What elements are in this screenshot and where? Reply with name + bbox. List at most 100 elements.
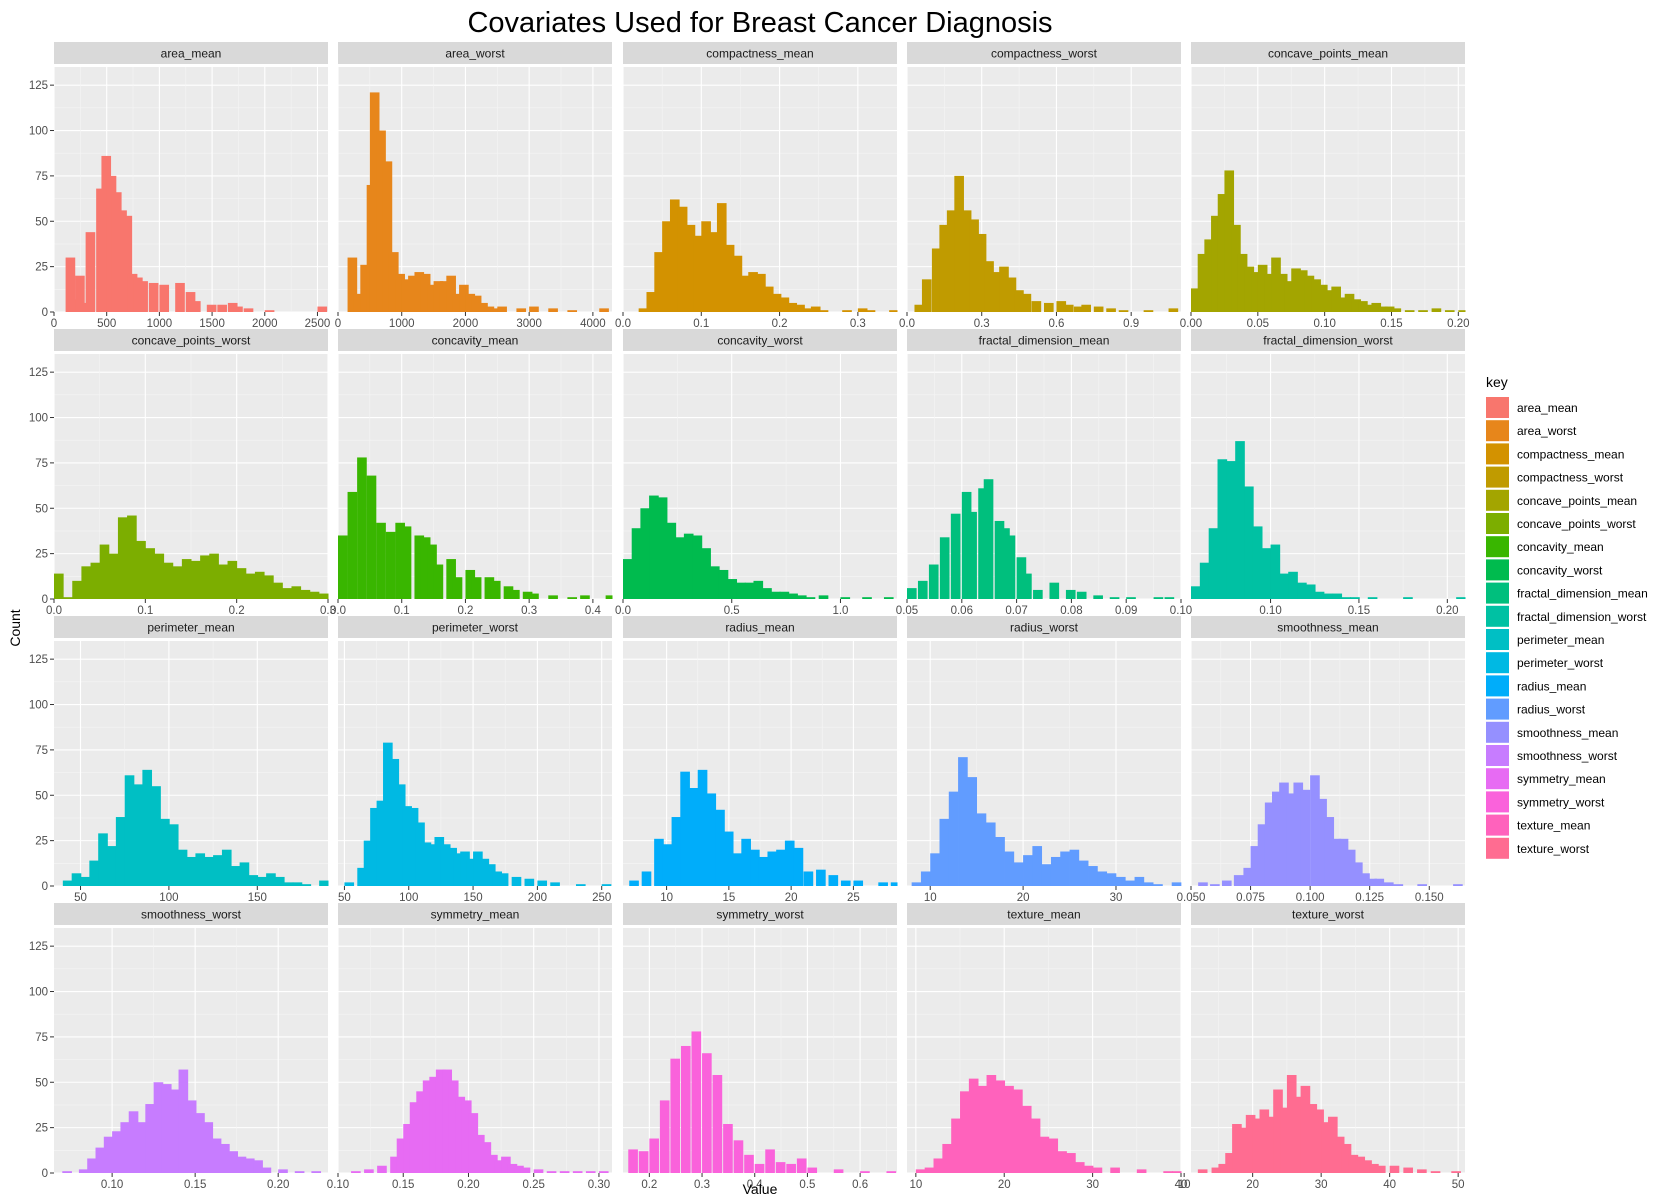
histogram-bar: [206, 304, 217, 312]
histogram-bar: [1235, 441, 1245, 599]
histogram-bar: [344, 882, 355, 886]
histogram-bar: [318, 593, 329, 599]
histogram-bar: [1014, 290, 1024, 312]
legend-key-swatch: [1486, 582, 1509, 604]
histogram-bar: [960, 1091, 970, 1173]
histogram-bar: [1197, 253, 1208, 312]
x-tick-label: 0.15: [184, 1179, 206, 1191]
x-tick-label: 10: [1178, 1179, 1191, 1191]
histogram-bar: [1355, 1156, 1366, 1173]
histogram-bar: [878, 882, 888, 886]
histogram-bar: [1371, 302, 1382, 312]
histogram-bar: [218, 564, 229, 599]
histogram-bars: [629, 769, 898, 886]
histogram-bars: [351, 1069, 609, 1173]
histogram-bar: [520, 1167, 531, 1173]
histogram-bar: [440, 844, 451, 886]
y-tick-label: 125: [29, 654, 48, 666]
histogram-bar: [204, 856, 214, 886]
histogram-bar: [1056, 301, 1067, 312]
histogram-bar: [433, 281, 444, 312]
x-tick-label: 0: [335, 318, 341, 330]
legend-key-swatch: [1486, 489, 1509, 511]
histogram-bar: [1004, 1085, 1014, 1173]
histogram-bar: [1232, 1124, 1242, 1173]
histogram-bar: [1074, 1162, 1085, 1173]
histogram-bar: [1344, 293, 1355, 312]
x-tick-label: 0.5: [724, 605, 740, 617]
facet-strip-label: area_worst: [445, 47, 505, 61]
histogram-bar: [195, 1113, 205, 1173]
x-tick-label: 30: [1086, 1179, 1099, 1191]
histogram-bar: [1083, 1165, 1094, 1173]
histogram-bar: [1367, 597, 1378, 599]
histogram-bar: [481, 1142, 492, 1173]
histogram-bar: [127, 515, 137, 599]
histogram-bar: [1048, 1138, 1059, 1173]
histogram-bar: [641, 871, 652, 886]
legend-label: concavity_mean: [1517, 540, 1604, 554]
x-tick-label: 2000: [252, 318, 278, 330]
x-axis: 0 1000 2000 3000 4000: [335, 312, 606, 330]
histogram-bar: [1277, 273, 1288, 312]
histogram-bar: [395, 522, 405, 599]
histogram-bar: [1006, 277, 1017, 312]
histogram-bar: [1317, 798, 1327, 886]
x-tick-label: 0.0: [615, 605, 631, 617]
histogram-bar: [95, 1147, 106, 1173]
histogram-bar: [283, 882, 294, 886]
histogram-bar: [753, 580, 764, 599]
histogram-bar: [1403, 1167, 1413, 1173]
histogram-bar: [510, 589, 520, 599]
x-tick-label: 10: [924, 892, 937, 904]
histogram-bar: [733, 1140, 744, 1173]
histogram-bar: [1284, 281, 1295, 312]
histogram-bar: [670, 1058, 681, 1173]
facet-strip: [623, 616, 897, 638]
histogram-bar: [211, 1138, 222, 1173]
histogram-bar: [96, 188, 106, 312]
y-tick-label: 125: [29, 941, 48, 953]
histogram-bar: [209, 553, 219, 599]
histogram-bar: [80, 302, 90, 312]
legend-label: radius_worst: [1517, 703, 1586, 717]
histogram-bar: [1218, 1163, 1229, 1173]
histogram-bar: [1293, 782, 1304, 886]
histogram-bar: [370, 807, 380, 886]
histogram-bar: [200, 555, 210, 599]
histogram-bar: [833, 1169, 844, 1173]
histogram-bar: [1273, 1089, 1283, 1173]
histogram-bar: [723, 1124, 733, 1173]
histogram-bar: [227, 302, 238, 312]
histogram-bar: [90, 562, 101, 599]
histogram-bar: [377, 1165, 387, 1173]
histogram-bar: [933, 1158, 944, 1173]
histogram-bar: [291, 586, 302, 599]
legend-item-concave_points_mean: concave_points_mean: [1486, 489, 1637, 511]
histogram-bar: [967, 511, 977, 599]
legend-label: compactness_worst: [1517, 471, 1624, 485]
histogram-bar: [659, 1100, 670, 1173]
histogram-bars: [62, 769, 329, 886]
histogram-bar: [501, 1156, 511, 1173]
chart-title: Covariates Used for Breast Cancer Diagno…: [467, 7, 1052, 39]
histogram-bar: [1348, 1154, 1359, 1173]
legend-key-swatch: [1486, 513, 1509, 534]
histogram-bar: [1106, 308, 1116, 312]
legend-item-fractal_dimension_mean: fractal_dimension_mean: [1486, 582, 1648, 604]
legend-key-swatch: [1486, 745, 1509, 766]
histogram-bar: [507, 1163, 518, 1173]
histogram-bar: [983, 479, 994, 599]
histogram-bar: [488, 1154, 498, 1173]
x-tick-label: 0.2: [772, 318, 788, 330]
x-tick-label: 0.20: [1436, 605, 1458, 617]
histogram-bar: [524, 878, 535, 886]
legend: key area_mean area_worst compactness_meanc…: [1486, 374, 1648, 859]
histogram-bar: [942, 1143, 952, 1173]
histogram-bar: [671, 817, 682, 886]
histogram-bar: [1391, 308, 1402, 312]
histogram-bar: [803, 871, 814, 886]
facet-strip: [338, 616, 612, 638]
x-axis: 0.05 0.06 0.07 0.08 0.09 0.10: [896, 599, 1192, 617]
